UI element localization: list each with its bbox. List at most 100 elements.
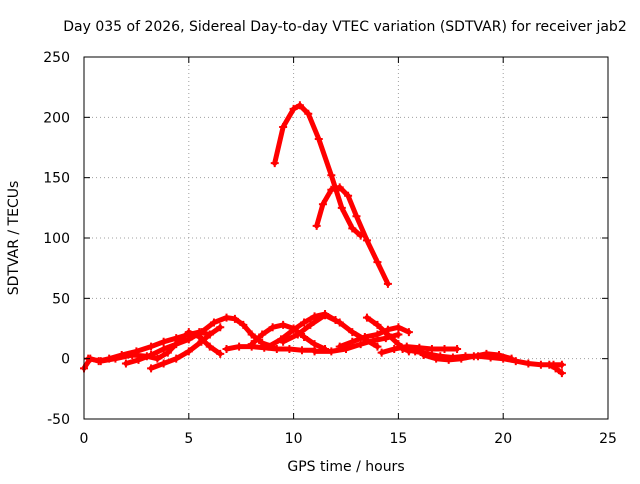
data-point: [321, 311, 330, 320]
data-point: [264, 342, 273, 351]
data-point: [222, 345, 231, 354]
data-point: [197, 337, 206, 346]
data-point: [314, 135, 323, 144]
data-point: [511, 357, 520, 366]
data-point: [297, 346, 306, 355]
data-point: [295, 101, 304, 110]
data-point: [153, 354, 162, 363]
data-point: [427, 345, 436, 354]
data-point: [304, 109, 313, 118]
y-tick-label: 0: [61, 352, 70, 368]
series-s5: [121, 313, 277, 368]
data-point: [557, 360, 566, 369]
data-point: [216, 349, 225, 358]
data-point: [147, 351, 156, 360]
y-tick-label: 50: [52, 291, 70, 307]
data-point: [327, 347, 336, 356]
data-point: [205, 330, 214, 339]
data-point: [373, 342, 382, 351]
data-point: [247, 340, 256, 349]
data-point: [279, 122, 288, 131]
data-point: [272, 345, 281, 354]
data-point: [394, 330, 403, 339]
data-point: [184, 328, 193, 337]
data-point: [335, 318, 344, 327]
data-point: [404, 328, 413, 337]
data-point: [327, 171, 336, 180]
data-point: [469, 352, 478, 361]
data-point: [457, 354, 466, 363]
data-point: [335, 342, 344, 351]
data-point: [184, 335, 193, 344]
data-point: [557, 369, 566, 378]
y-tick-label: 200: [43, 110, 70, 126]
series-s16: [419, 349, 516, 364]
data-point: [318, 200, 327, 209]
data-point: [524, 359, 533, 368]
data-point: [495, 351, 504, 360]
data-point: [289, 325, 298, 334]
data-point: [335, 183, 344, 192]
data-point: [432, 354, 441, 363]
data-point: [444, 355, 453, 364]
series-line: [249, 322, 328, 352]
data-point: [551, 364, 560, 373]
y-tick-label: 150: [43, 171, 70, 187]
data-point: [360, 332, 369, 341]
data-point: [230, 314, 239, 323]
data-point: [306, 320, 315, 329]
data-point: [209, 318, 218, 327]
y-axis-label: SDTVAR / TECUs: [6, 181, 22, 296]
data-point: [184, 347, 193, 356]
data-point: [310, 347, 319, 356]
data-point: [134, 355, 143, 364]
data-point: [352, 212, 361, 221]
data-point: [453, 345, 462, 354]
data-point: [310, 340, 319, 349]
data-point: [394, 323, 403, 332]
series-line: [272, 102, 364, 239]
series-s17: [545, 360, 566, 378]
data-point: [111, 354, 120, 363]
y-tick-label: 100: [43, 231, 70, 247]
data-point: [172, 340, 181, 349]
data-point: [369, 336, 378, 345]
data-point: [356, 340, 365, 349]
data-point: [235, 342, 244, 351]
data-point: [337, 203, 346, 212]
chart-title: Day 035 of 2026, Sidereal Day-to-day VTE…: [63, 19, 626, 35]
data-point: [344, 191, 353, 200]
data-point: [289, 104, 298, 113]
x-axis-label: GPS time / hours: [287, 459, 404, 475]
data-point: [383, 279, 392, 288]
data-point: [147, 364, 156, 373]
data-point: [482, 349, 491, 358]
data-point: [312, 221, 321, 230]
x-tick-label: 15: [389, 431, 407, 447]
data-point: [205, 342, 214, 351]
data-point: [507, 354, 516, 363]
data-point: [440, 345, 449, 354]
data-point: [300, 332, 309, 341]
data-point: [159, 345, 168, 354]
data-point: [310, 312, 319, 321]
series-line: [123, 315, 276, 366]
data-point: [239, 320, 248, 329]
data-point: [197, 328, 206, 337]
data-point: [285, 345, 294, 354]
x-tick-label: 5: [184, 431, 193, 447]
data-point: [545, 360, 554, 369]
series-s2: [312, 183, 392, 288]
data-point: [362, 236, 371, 245]
data-point: [419, 351, 428, 360]
data-point: [383, 330, 392, 339]
series-layer: [80, 101, 566, 378]
series-s12: [335, 323, 413, 351]
data-point: [121, 359, 130, 368]
data-point: [398, 345, 407, 354]
data-point: [268, 323, 277, 332]
data-point: [348, 328, 357, 337]
data-point: [536, 360, 545, 369]
